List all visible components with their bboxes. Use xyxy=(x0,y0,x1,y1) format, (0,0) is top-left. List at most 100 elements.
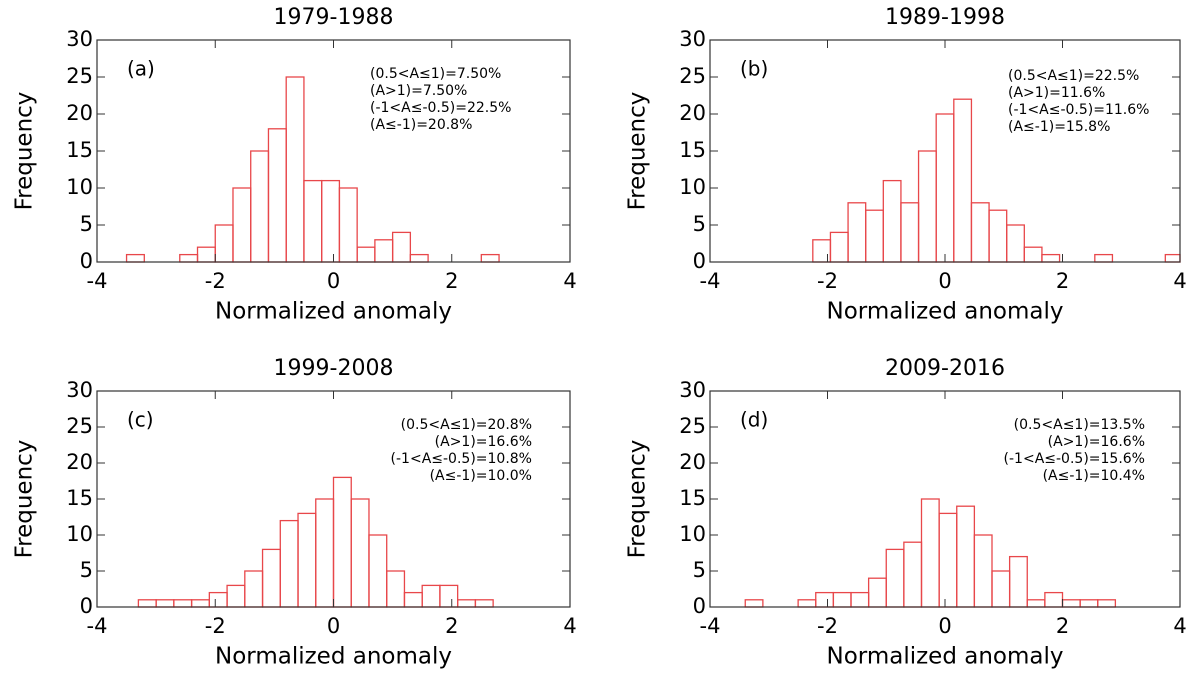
histogram-bar xyxy=(1097,599,1117,608)
histogram-bar xyxy=(368,534,388,608)
histogram-bar xyxy=(196,246,216,263)
histogram-bar xyxy=(321,179,341,263)
histogram-bar xyxy=(439,584,459,608)
histogram-bar xyxy=(815,591,835,608)
panel-label: (b) xyxy=(740,57,768,81)
x-tick-label: 0 xyxy=(327,614,340,638)
x-tick-label: 4 xyxy=(563,614,576,638)
y-tick-label: 15 xyxy=(66,486,93,510)
x-tick-label: -4 xyxy=(700,269,721,293)
histogram-bar xyxy=(1079,599,1099,608)
y-tick-label: 15 xyxy=(679,486,706,510)
histogram-bar xyxy=(208,591,228,608)
x-tick-label: -2 xyxy=(817,614,838,638)
panel-label: (c) xyxy=(127,408,154,432)
histogram-bar xyxy=(744,599,764,608)
histogram-bar xyxy=(391,231,412,263)
histogram-bar xyxy=(386,570,406,608)
y-tick-label: 20 xyxy=(679,450,706,474)
annotation: (A≤-1)=10.0% xyxy=(430,468,532,484)
y-axis-label: Frequency xyxy=(12,92,38,211)
histogram-bar xyxy=(847,202,867,263)
histogram-bar xyxy=(297,512,317,608)
panel-label: (d) xyxy=(740,408,768,432)
x-tick-label: 4 xyxy=(1173,614,1186,638)
x-axis-label: Normalized anomaly xyxy=(827,644,1064,670)
x-tick-label: 2 xyxy=(445,614,458,638)
x-tick-label: -4 xyxy=(87,269,108,293)
histogram-bar xyxy=(356,246,376,263)
x-tick-label: 0 xyxy=(327,269,340,293)
histogram-bar xyxy=(1044,591,1064,608)
annotation: (A≤-1)=20.8% xyxy=(370,117,472,133)
x-tick-label: -2 xyxy=(205,614,226,638)
histogram-bar xyxy=(832,591,852,608)
chart-title: 2009-2016 xyxy=(885,356,1005,381)
histogram-bar xyxy=(867,577,887,608)
histogram-bar xyxy=(1023,246,1043,263)
histogram-bar xyxy=(1164,253,1181,263)
histogram-bar xyxy=(285,76,305,263)
x-tick-label: 0 xyxy=(938,614,951,638)
x-axis-label: Normalized anomaly xyxy=(827,299,1064,325)
x-tick-label: -2 xyxy=(817,269,838,293)
annotation: (-1<A≤-0.5)=22.5% xyxy=(370,100,511,116)
histogram-bar xyxy=(973,534,993,608)
y-tick-label: 10 xyxy=(679,522,706,546)
histogram-bar xyxy=(865,209,884,263)
y-tick-label: 0 xyxy=(693,249,706,273)
annotation: (-1<A≤-0.5)=11.6% xyxy=(1008,102,1149,118)
y-tick-label: 25 xyxy=(66,64,93,88)
histogram-bar xyxy=(244,570,264,608)
histogram-bar xyxy=(970,202,990,263)
histogram-bar xyxy=(125,253,145,263)
annotation: (A>1)=16.6% xyxy=(435,434,532,450)
histogram-bar xyxy=(332,476,352,608)
chart-title: 1989-1998 xyxy=(885,5,1005,30)
y-tick-label: 20 xyxy=(66,101,93,125)
histogram-bar xyxy=(850,591,870,608)
y-tick-label: 15 xyxy=(679,138,706,162)
histogram-bar xyxy=(480,253,500,263)
y-tick-label: 15 xyxy=(66,138,93,162)
x-tick-label: 2 xyxy=(445,269,458,293)
y-tick-label: 0 xyxy=(693,594,706,618)
histogram-bar xyxy=(938,512,958,608)
panel-label: (a) xyxy=(127,57,155,81)
histogram-bar xyxy=(173,599,193,608)
y-tick-label: 25 xyxy=(679,414,706,438)
histogram-bar xyxy=(1008,555,1028,608)
x-axis-label: Normalized anomaly xyxy=(215,644,452,670)
y-axis-label: Frequency xyxy=(625,92,651,211)
histogram-bar xyxy=(991,570,1011,608)
y-tick-label: 20 xyxy=(66,450,93,474)
histogram-bar xyxy=(179,253,199,263)
histogram-bar xyxy=(956,505,976,608)
histogram-bar xyxy=(935,113,955,263)
histogram-bar xyxy=(917,150,937,263)
y-tick-label: 25 xyxy=(66,414,93,438)
x-tick-label: 0 xyxy=(938,269,951,293)
y-tick-label: 10 xyxy=(679,175,706,199)
y-tick-label: 5 xyxy=(693,212,706,236)
histogram-bar xyxy=(232,187,252,263)
annotation: (0.5<A≤1)=13.5% xyxy=(1014,417,1145,433)
y-tick-label: 30 xyxy=(66,27,93,51)
histogram-bar xyxy=(315,498,335,608)
histogram-bar xyxy=(882,179,902,263)
x-tick-label: 2 xyxy=(1056,614,1069,638)
histogram-bar xyxy=(250,150,270,263)
y-tick-label: 5 xyxy=(80,212,93,236)
histogram-bar xyxy=(267,128,287,263)
annotation: (-1<A≤-0.5)=15.6% xyxy=(1004,451,1145,467)
y-tick-label: 10 xyxy=(66,175,93,199)
histogram-bar xyxy=(920,498,940,608)
x-tick-label: -4 xyxy=(87,614,108,638)
annotation: (A>1)=16.6% xyxy=(1048,434,1145,450)
histogram-bar xyxy=(421,584,441,608)
y-tick-label: 30 xyxy=(679,27,706,51)
y-tick-label: 30 xyxy=(679,378,706,402)
annotation: (0.5<A≤1)=22.5% xyxy=(1008,68,1139,84)
histogram-bar xyxy=(279,519,299,608)
annotation: (0.5<A≤1)=7.50% xyxy=(370,66,501,82)
